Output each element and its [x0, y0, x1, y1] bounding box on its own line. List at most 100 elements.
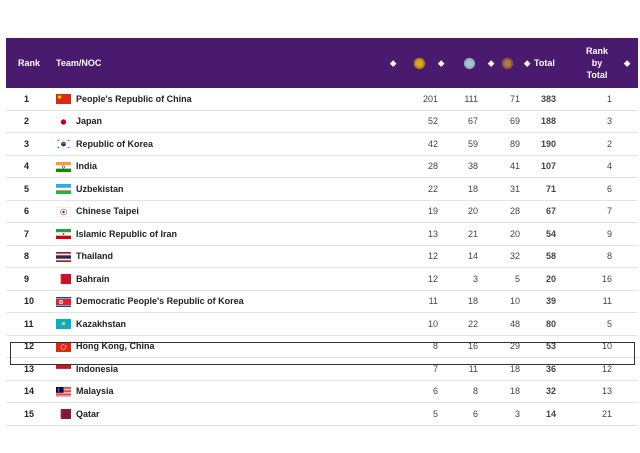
medal-table: Rank Team/NOC ⬥ ⬥ ⬥ ⬥ Total Rank by Tota… [6, 38, 638, 426]
gold-count: 12 [427, 251, 438, 262]
uzbekistan-flag-icon [56, 184, 71, 194]
hongkong-flag-icon [56, 341, 71, 352]
total-count: 67 [545, 206, 556, 217]
gold-count: 52 [427, 116, 438, 127]
team-name[interactable]: Democratic People's Republic of Korea [76, 296, 244, 307]
rank-by-total-cell: 7 [606, 206, 612, 217]
table-row[interactable]: 13 Indonesia 7 11 18 36 12 [6, 358, 638, 381]
table-row[interactable]: 4 India 28 38 41 107 4 [6, 156, 638, 178]
bronze-count: 10 [509, 296, 520, 307]
indonesia-flag-icon [56, 364, 71, 374]
rank-by-total-cell: 2 [606, 138, 612, 149]
gold-count: 12 [427, 273, 438, 284]
team-name[interactable]: India [76, 161, 98, 172]
total-header[interactable]: Total [534, 58, 555, 68]
bronze-count: 18 [509, 363, 520, 374]
team-name[interactable]: Bahrain [76, 273, 110, 284]
team-name[interactable]: Islamic Republic of Iran [76, 228, 178, 239]
team-header[interactable]: Team/NOC [56, 58, 102, 68]
table-row[interactable]: 1 People's Republic of China 201 111 71 383 1 [6, 88, 638, 111]
rank-cell: 9 [24, 273, 30, 284]
table-row[interactable]: 10 Democratic People's Republic of Korea 1… [6, 291, 638, 313]
rank-by-total-cell: 21 [601, 408, 612, 419]
dprk-flag-icon [56, 296, 71, 307]
bronze-count: 28 [509, 206, 520, 217]
team-name[interactable]: People's Republic of China [76, 93, 192, 104]
bronze-count: 32 [509, 251, 520, 262]
sort-gold-icon[interactable]: ⬥ [438, 57, 445, 68]
silver-count: 67 [467, 116, 478, 127]
gold-count: 201 [422, 93, 438, 104]
team-name[interactable]: Thailand [76, 251, 114, 262]
total-count: 383 [540, 93, 556, 104]
team-name[interactable]: Malaysia [76, 386, 114, 397]
bronze-count: 89 [509, 138, 520, 149]
team-name[interactable]: Japan [76, 116, 103, 127]
total-count: 71 [545, 183, 556, 194]
table-row[interactable]: 9 Bahrain 12 3 5 20 16 [6, 268, 638, 291]
silver-count: 22 [467, 318, 478, 329]
gold-count: 13 [427, 228, 438, 239]
rank-by-total-cell: 1 [606, 93, 612, 104]
bronze-count: 5 [514, 273, 520, 284]
rank-by-total-cell: 3 [606, 116, 612, 127]
rank-cell: 11 [24, 318, 34, 329]
team-name[interactable]: Republic of Korea [76, 138, 154, 149]
table-row[interactable]: 15 Qatar 5 6 3 14 21 [6, 403, 638, 426]
table-row[interactable]: 12 Hong Kong, China 8 16 29 53 10 [6, 336, 638, 358]
silver-count: 18 [467, 296, 478, 307]
gold-count: 7 [432, 363, 438, 374]
india-flag-icon [56, 161, 71, 172]
rank-cell: 1 [24, 93, 30, 104]
total-count: 190 [540, 138, 556, 149]
bronze-count: 29 [509, 341, 520, 352]
sort-bronze-icon[interactable]: ⬥ [524, 57, 531, 68]
rank-header[interactable]: Rank [18, 58, 41, 68]
bronze-count: 3 [514, 408, 520, 419]
rank-by-total-cell: 11 [602, 296, 612, 307]
table-body: 1 People's Republic of China 201 111 71 383 1 2… [6, 88, 638, 426]
table-row[interactable]: 5 Uzbekistan 22 18 31 71 6 [6, 178, 638, 201]
total-count: 39 [545, 296, 556, 307]
sort-silver-icon[interactable]: ⬥ [488, 57, 495, 68]
gold-count: 28 [427, 161, 438, 172]
total-count: 14 [545, 408, 556, 419]
silver-count: 16 [467, 341, 478, 352]
total-count: 36 [545, 363, 556, 374]
rank-cell: 4 [24, 161, 30, 172]
table-row[interactable]: 6 Chinese Taipei 19 20 28 67 7 [6, 201, 638, 223]
table-row[interactable]: 3 Republic of Korea 42 59 89 190 2 [6, 133, 638, 156]
rank-cell: 12 [24, 341, 35, 352]
team-name[interactable]: Chinese Taipei [76, 206, 139, 217]
gold-count: 22 [427, 183, 438, 194]
total-count: 53 [545, 341, 556, 352]
table-row[interactable]: 11 Kazakhstan 10 22 48 80 5 [6, 313, 638, 336]
table-header: Rank Team/NOC ⬥ ⬥ ⬥ ⬥ Total Rank by Tota… [6, 38, 638, 88]
rank-by-total-header[interactable]: Rank by Total [585, 46, 608, 80]
china-flag-icon [56, 94, 71, 104]
silver-count: 8 [472, 386, 478, 397]
team-name[interactable]: Uzbekistan [76, 183, 124, 194]
silver-count: 20 [467, 206, 478, 217]
table-row[interactable]: 14 Malaysia 6 8 18 32 13 [6, 381, 638, 403]
sort-team-icon[interactable]: ⬥ [390, 57, 397, 68]
sort-rank-by-total-icon[interactable]: ⬥ [624, 57, 631, 68]
rank-cell: 7 [24, 228, 30, 239]
korea-flag-icon [56, 139, 71, 149]
table-row[interactable]: 8 Thailand 12 14 32 58 8 [6, 246, 638, 268]
gold-count: 8 [432, 341, 438, 352]
team-name[interactable]: Kazakhstan [76, 318, 127, 329]
rank-by-total-cell: 4 [606, 161, 612, 172]
qatar-flag-icon [56, 409, 71, 419]
team-name[interactable]: Hong Kong, China [76, 341, 155, 352]
bronze-count: 69 [509, 116, 520, 127]
table-row[interactable]: 2 Japan 52 67 69 188 3 [6, 111, 638, 133]
table-row[interactable]: 7 Islamic Republic of Iran 13 21 20 54 9 [6, 223, 638, 246]
rank-by-total-cell: 10 [601, 341, 612, 352]
silver-count: 38 [467, 161, 478, 172]
gold-count: 6 [432, 386, 438, 397]
team-name[interactable]: Indonesia [76, 363, 119, 374]
rank-by-total-cell: 5 [606, 318, 612, 329]
team-name[interactable]: Qatar [76, 408, 100, 419]
rank-cell: 14 [24, 386, 35, 397]
